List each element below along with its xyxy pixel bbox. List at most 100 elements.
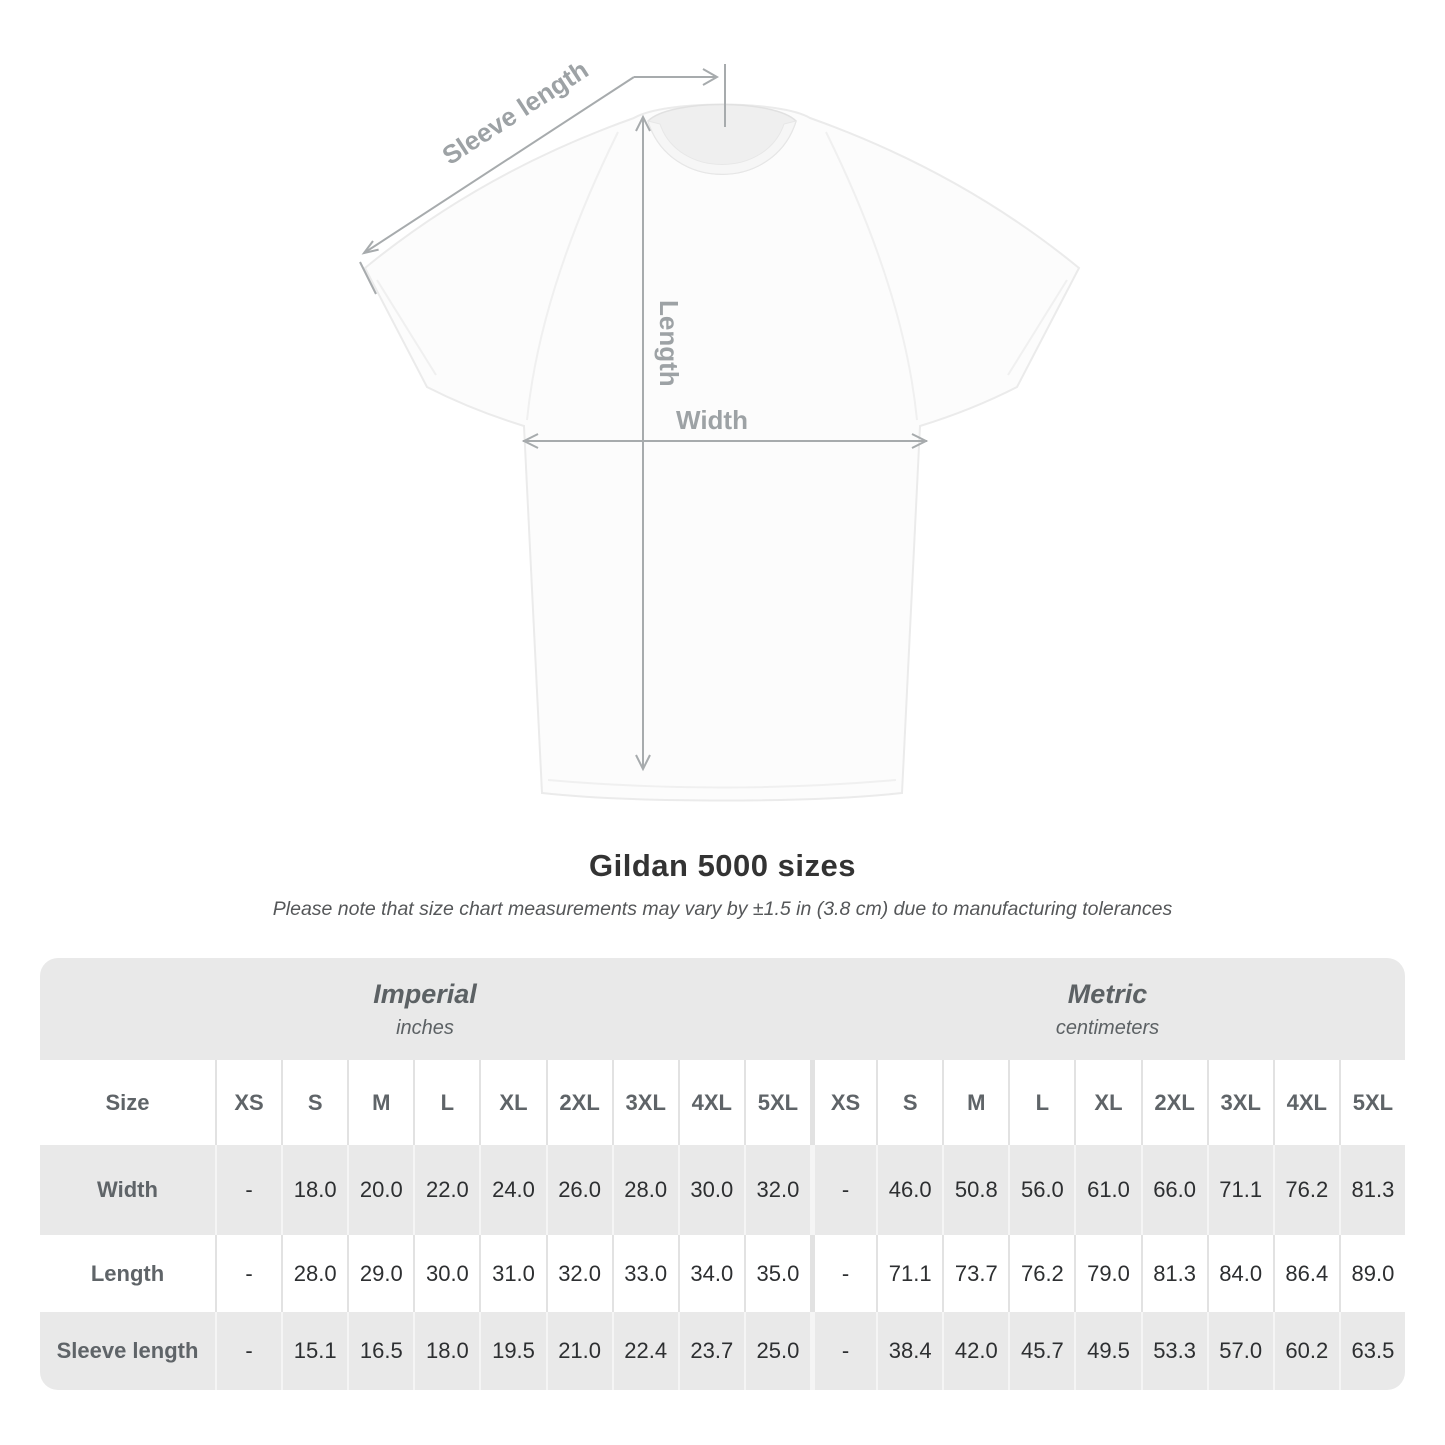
arrowhead-right2-icon (911, 433, 929, 449)
row-label-length: Length (40, 1235, 215, 1312)
size-header: Size (40, 1060, 215, 1145)
length-metric-2xl: 81.3 (1140, 1235, 1207, 1312)
width-metric-s: 46.0 (876, 1145, 943, 1235)
size-col-imperial-3xl: 3XL (611, 1060, 678, 1145)
arrowhead-left-icon (521, 433, 539, 449)
length-imperial-l: 30.0 (413, 1235, 480, 1312)
page-title: Gildan 5000 sizes (589, 848, 856, 883)
sleeve-imperial-5xl: 25.0 (743, 1312, 810, 1390)
length-imperial-xs: - (215, 1235, 282, 1312)
length-metric-4xl: 86.4 (1272, 1235, 1339, 1312)
sleeve-metric-m: 42.0 (942, 1312, 1009, 1390)
size-col-metric-2xl: 2XL (1140, 1060, 1207, 1145)
length-imperial-3xl: 33.0 (611, 1235, 678, 1312)
width-dimension: Width (521, 405, 929, 449)
sleeve-imperial-xs: - (215, 1312, 282, 1390)
tshirt-diagram: Sleeve length Length Width (359, 54, 1081, 802)
size-col-metric-xl: XL (1074, 1060, 1141, 1145)
size-col-metric-5xl: 5XL (1338, 1060, 1405, 1145)
sleeve-metric-4xl: 60.2 (1272, 1312, 1339, 1390)
size-col-metric-s: S (876, 1060, 943, 1145)
sleeve-metric-l: 45.7 (1008, 1312, 1075, 1390)
row-label-sleeve-length: Sleeve length (40, 1312, 215, 1390)
length-imperial-4xl: 34.0 (677, 1235, 744, 1312)
sleeve-imperial-s: 15.1 (281, 1312, 348, 1390)
arrowhead-down-icon (635, 754, 651, 772)
width-imperial-xl: 24.0 (479, 1145, 546, 1235)
width-imperial-s: 18.0 (281, 1145, 348, 1235)
sleeve-imperial-m: 16.5 (347, 1312, 414, 1390)
size-col-metric-4xl: 4XL (1272, 1060, 1339, 1145)
tshirt-left-armhole-seam (526, 131, 619, 421)
width-metric-l: 56.0 (1008, 1145, 1075, 1235)
length-imperial-s: 28.0 (281, 1235, 348, 1312)
length-label: Length (654, 300, 684, 387)
width-imperial-2xl: 26.0 (545, 1145, 612, 1235)
tshirt-right-cuff-seam (1007, 279, 1068, 376)
size-col-metric-l: L (1008, 1060, 1075, 1145)
page-subtitle: Please note that size chart measurements… (272, 898, 1173, 920)
width-imperial-xs: - (215, 1145, 282, 1235)
sleeve-imperial-xl: 19.5 (479, 1312, 546, 1390)
sleeve-metric-xs: - (810, 1312, 877, 1390)
sleeve-length-arrow-diagonal (363, 76, 635, 254)
tshirt-illustration (363, 103, 1081, 802)
sleeve-imperial-l: 18.0 (413, 1312, 480, 1390)
width-label: Width (676, 405, 748, 435)
length-metric-xl: 79.0 (1074, 1235, 1141, 1312)
length-imperial-m: 29.0 (347, 1235, 414, 1312)
sleeve-imperial-2xl: 21.0 (545, 1312, 612, 1390)
tshirt-right-armhole-seam (825, 131, 918, 421)
sleeve-metric-5xl: 63.5 (1338, 1312, 1405, 1390)
width-metric-m: 50.8 (942, 1145, 1009, 1235)
cuff-tick (359, 261, 377, 295)
size-col-imperial-4xl: 4XL (677, 1060, 744, 1145)
size-table: Imperial inches Metric centimeters Size … (40, 958, 1405, 1390)
width-metric-5xl: 81.3 (1338, 1145, 1405, 1235)
length-metric-s: 71.1 (876, 1235, 943, 1312)
width-imperial-3xl: 28.0 (611, 1145, 678, 1235)
tshirt-collar-ribbing (647, 120, 797, 175)
length-metric-xs: - (810, 1235, 877, 1312)
arrowhead-right-icon (702, 68, 720, 86)
arrowhead-downleft-icon (361, 240, 379, 255)
length-metric-3xl: 84.0 (1206, 1235, 1273, 1312)
sleeve-metric-3xl: 57.0 (1206, 1312, 1273, 1390)
size-col-imperial-l: L (413, 1060, 480, 1145)
tshirt-hem-seam (547, 779, 897, 789)
size-col-metric-3xl: 3XL (1206, 1060, 1273, 1145)
length-imperial-2xl: 32.0 (545, 1235, 612, 1312)
length-metric-l: 76.2 (1008, 1235, 1075, 1312)
length-dimension: Length (635, 114, 684, 772)
length-metric-5xl: 89.0 (1338, 1235, 1405, 1312)
width-imperial-l: 22.0 (413, 1145, 480, 1235)
tshirt-body (363, 103, 1081, 802)
width-metric-2xl: 66.0 (1140, 1145, 1207, 1235)
metric-unit: centimeters (1055, 1016, 1160, 1039)
width-metric-xl: 61.0 (1074, 1145, 1141, 1235)
imperial-section-header: Imperial inches (40, 958, 810, 1060)
size-col-metric-m: M (942, 1060, 1009, 1145)
size-col-imperial-2xl: 2XL (545, 1060, 612, 1145)
width-imperial-4xl: 30.0 (677, 1145, 744, 1235)
imperial-unit: inches (396, 1016, 454, 1039)
width-metric-3xl: 71.1 (1206, 1145, 1273, 1235)
metric-title: Metric (1067, 978, 1148, 1009)
imperial-title: Imperial (373, 978, 477, 1009)
width-metric-xs: - (810, 1145, 877, 1235)
size-col-imperial-xs: XS (215, 1060, 282, 1145)
size-col-imperial-xl: XL (479, 1060, 546, 1145)
size-col-metric-xs: XS (810, 1060, 877, 1145)
length-imperial-xl: 31.0 (479, 1235, 546, 1312)
size-col-imperial-m: M (347, 1060, 414, 1145)
width-metric-4xl: 76.2 (1272, 1145, 1339, 1235)
sleeve-metric-2xl: 53.3 (1140, 1312, 1207, 1390)
metric-section-header: Metric centimeters (810, 958, 1405, 1060)
tshirt-left-cuff-seam (376, 279, 437, 376)
width-imperial-m: 20.0 (347, 1145, 414, 1235)
sleeve-imperial-4xl: 23.7 (677, 1312, 744, 1390)
length-metric-m: 73.7 (942, 1235, 1009, 1312)
size-col-imperial-s: S (281, 1060, 348, 1145)
sleeve-metric-xl: 49.5 (1074, 1312, 1141, 1390)
arrowhead-up-icon (635, 114, 651, 132)
